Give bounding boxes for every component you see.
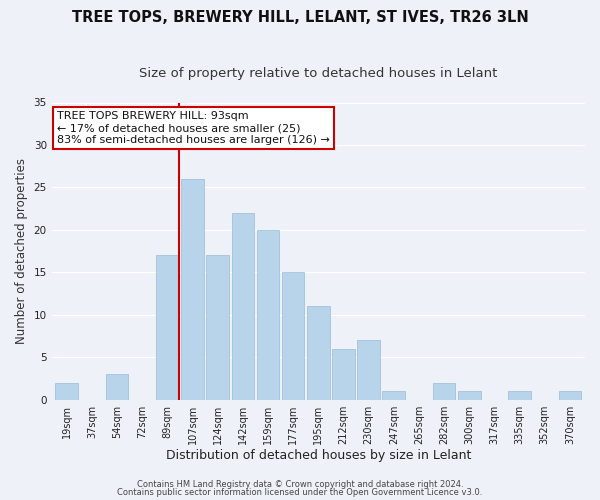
- Bar: [156, 256, 179, 400]
- Bar: [559, 391, 581, 400]
- Bar: [382, 391, 405, 400]
- Bar: [55, 382, 78, 400]
- Bar: [106, 374, 128, 400]
- Bar: [458, 391, 481, 400]
- Bar: [332, 349, 355, 400]
- Bar: [181, 179, 204, 400]
- Bar: [307, 306, 329, 400]
- Text: TREE TOPS BREWERY HILL: 93sqm
← 17% of detached houses are smaller (25)
83% of s: TREE TOPS BREWERY HILL: 93sqm ← 17% of d…: [57, 112, 330, 144]
- Bar: [508, 391, 531, 400]
- Bar: [257, 230, 280, 400]
- Text: Contains public sector information licensed under the Open Government Licence v3: Contains public sector information licen…: [118, 488, 482, 497]
- Bar: [206, 256, 229, 400]
- Text: TREE TOPS, BREWERY HILL, LELANT, ST IVES, TR26 3LN: TREE TOPS, BREWERY HILL, LELANT, ST IVES…: [71, 10, 529, 25]
- Bar: [282, 272, 304, 400]
- Bar: [232, 213, 254, 400]
- X-axis label: Distribution of detached houses by size in Lelant: Distribution of detached houses by size …: [166, 450, 471, 462]
- Title: Size of property relative to detached houses in Lelant: Size of property relative to detached ho…: [139, 68, 497, 80]
- Y-axis label: Number of detached properties: Number of detached properties: [15, 158, 28, 344]
- Text: Contains HM Land Registry data © Crown copyright and database right 2024.: Contains HM Land Registry data © Crown c…: [137, 480, 463, 489]
- Bar: [433, 382, 455, 400]
- Bar: [358, 340, 380, 400]
